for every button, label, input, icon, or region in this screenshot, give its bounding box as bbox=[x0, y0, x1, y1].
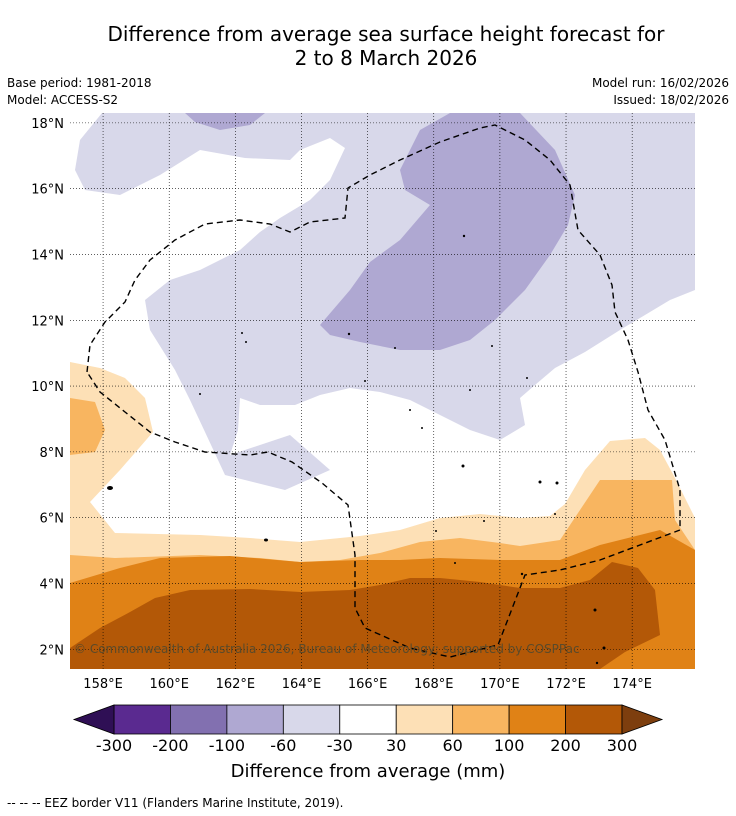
contour-light-lavender-east bbox=[680, 200, 695, 290]
colorbar-tick-label: 30 bbox=[386, 736, 407, 755]
chart-title: Difference from average sea surface heig… bbox=[0, 22, 736, 70]
y-tick-label: 12°N bbox=[31, 314, 64, 329]
colorbar-extend-low bbox=[72, 704, 115, 735]
colorbar-tick-label: -200 bbox=[152, 736, 189, 755]
y-tick-label: 8°N bbox=[40, 446, 65, 461]
y-tick-label: 16°N bbox=[31, 183, 64, 198]
x-tick-label: 166°E bbox=[348, 677, 388, 692]
y-tick-label: 2°N bbox=[40, 643, 65, 658]
model-label: Model: ACCESS-S2 bbox=[7, 93, 119, 107]
y-tick-label: 6°N bbox=[40, 512, 65, 527]
contour-light-orange-west-patch bbox=[70, 398, 105, 455]
eez-border bbox=[86, 124, 681, 658]
grid-lines bbox=[70, 113, 695, 669]
colorbar-segment bbox=[170, 704, 228, 735]
y-tick-label: 10°N bbox=[31, 380, 64, 395]
x-tick-label: 168°E bbox=[414, 677, 454, 692]
issued-label: Issued: 18/02/2026 bbox=[613, 93, 729, 107]
y-tick-label: 14°N bbox=[31, 248, 64, 263]
colorbar-tick-label: 60 bbox=[442, 736, 463, 755]
y-axis: 2°N 4°N 6°N 8°N 10°N 12°N 14°N 16°N 18°N bbox=[31, 117, 64, 658]
copyright-text: © Commonwealth of Australia 2026, Bureau… bbox=[74, 642, 580, 656]
base-period-label: Base period: 1981-2018 bbox=[7, 76, 152, 90]
y-tick-label: 18°N bbox=[31, 117, 64, 132]
colorbar-segment bbox=[565, 704, 623, 735]
x-tick-label: 160°E bbox=[149, 677, 189, 692]
x-tick-label: 170°E bbox=[480, 677, 520, 692]
colorbar-segment bbox=[452, 704, 510, 735]
contour-lavender-north-small bbox=[185, 113, 265, 130]
x-tick-label: 174°E bbox=[612, 677, 652, 692]
colorbar-tick-label: -30 bbox=[326, 736, 353, 755]
colorbar-segment bbox=[113, 704, 171, 735]
colorbar-tick-label: 200 bbox=[550, 736, 581, 755]
contour-lavender-central bbox=[320, 113, 575, 350]
x-tick-label: 164°E bbox=[282, 677, 322, 692]
islands bbox=[107, 234, 606, 665]
contour-dark-orange bbox=[70, 562, 660, 669]
eez-legend-note: -- -- -- EEZ border V11 (Flanders Marine… bbox=[7, 796, 344, 810]
colorbar-segment bbox=[339, 704, 397, 735]
colorbar-segment bbox=[508, 704, 566, 735]
colorbar-segment bbox=[282, 704, 341, 735]
colorbar-tick-label: -300 bbox=[95, 736, 133, 755]
colorbar bbox=[72, 704, 664, 735]
chart-title-line1: Difference from average sea surface heig… bbox=[107, 22, 665, 46]
colorbar-segment bbox=[395, 704, 454, 735]
x-tick-label: 172°E bbox=[546, 677, 586, 692]
x-tick-label: 158°E bbox=[83, 677, 123, 692]
colorbar-segment bbox=[226, 704, 284, 735]
colorbar-tick-label: -60 bbox=[270, 736, 297, 755]
chart-title-line2: 2 to 8 March 2026 bbox=[294, 46, 478, 70]
colorbar-extend-high bbox=[621, 704, 664, 735]
y-tick-label: 4°N bbox=[40, 577, 65, 592]
contour-fields bbox=[70, 113, 695, 669]
colorbar-tick-label: 300 bbox=[606, 736, 638, 755]
colorbar-title: Difference from average (mm) bbox=[230, 761, 506, 782]
x-axis: 158°E 160°E 162°E 164°E 166°E 168°E 170°E 172°E… bbox=[83, 677, 652, 692]
model-run-label: Model run: 16/02/2026 bbox=[591, 76, 729, 90]
colorbar-tick-label: -100 bbox=[208, 736, 246, 755]
x-tick-label: 162°E bbox=[216, 677, 256, 692]
colorbar-tick-label: 100 bbox=[493, 736, 525, 755]
